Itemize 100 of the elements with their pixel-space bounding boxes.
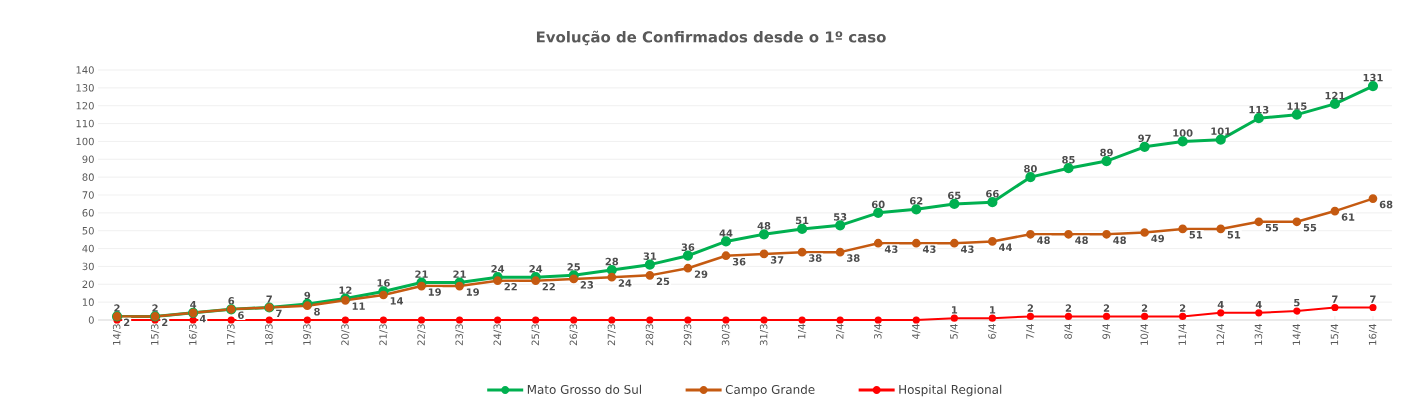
data-label: 55 bbox=[1265, 223, 1279, 232]
data-label: 2 bbox=[124, 318, 130, 327]
data-label: 14 bbox=[390, 297, 404, 305]
data-label: 68 bbox=[1379, 200, 1393, 209]
data-label: 2 bbox=[1179, 304, 1186, 312]
x-tick-label: 15/4 bbox=[1330, 324, 1339, 345]
y-tick-label: 20 bbox=[82, 280, 94, 289]
data-label: 2 bbox=[1027, 304, 1034, 312]
data-label: 24 bbox=[529, 265, 543, 273]
x-tick-label: 12/4 bbox=[1216, 324, 1225, 345]
data-label: 4 bbox=[199, 315, 206, 323]
data-label: 29 bbox=[694, 270, 708, 278]
data-label: 44 bbox=[999, 243, 1012, 251]
chart-title: Evolução de Confirmados desde o 1º caso bbox=[536, 30, 886, 46]
x-tick-label: 3/4 bbox=[874, 324, 883, 339]
data-label: 101 bbox=[1211, 127, 1231, 135]
data-label: 121 bbox=[1325, 91, 1345, 100]
data-label: 16 bbox=[377, 279, 390, 287]
data-label: 66 bbox=[986, 189, 999, 198]
data-label: 19 bbox=[466, 288, 479, 296]
data-label: 25 bbox=[656, 277, 670, 286]
data-label: 2 bbox=[1141, 304, 1148, 312]
x-tick-label: 28/3 bbox=[645, 324, 655, 346]
y-tick-label: 30 bbox=[82, 262, 94, 271]
x-tick-label: 6/4 bbox=[988, 324, 997, 339]
x-tick-label: 11/4 bbox=[1178, 324, 1187, 345]
data-label: 89 bbox=[1100, 148, 1113, 157]
x-tick-label: 2/4 bbox=[835, 324, 845, 339]
data-label: 61 bbox=[1341, 213, 1355, 221]
data-label: 24 bbox=[618, 279, 632, 287]
y-tick-label: 120 bbox=[76, 101, 94, 110]
x-tick-label: 13/4 bbox=[1254, 324, 1263, 345]
y-tick-label: 130 bbox=[76, 84, 94, 92]
data-label: 38 bbox=[808, 254, 822, 262]
x-tick-label: 1/4 bbox=[797, 324, 807, 339]
data-label: 36 bbox=[732, 257, 746, 266]
y-tick-label: 100 bbox=[76, 137, 94, 146]
data-label: 4 bbox=[1217, 300, 1224, 309]
data-label: 48 bbox=[757, 222, 771, 230]
x-tick-label: 27/3 bbox=[607, 324, 616, 346]
data-label: 62 bbox=[909, 197, 923, 205]
y-tick-label: 40 bbox=[82, 244, 94, 253]
y-tick-label: 90 bbox=[82, 155, 94, 164]
data-label: 8 bbox=[314, 307, 320, 316]
data-label: 48 bbox=[1037, 236, 1050, 245]
data-label: 115 bbox=[1287, 102, 1307, 110]
x-tick-label: 29/3 bbox=[683, 324, 693, 346]
data-label: 28 bbox=[605, 257, 619, 266]
y-tick-label: 140 bbox=[76, 66, 94, 74]
data-label: 2 bbox=[114, 304, 120, 312]
y-tick-label: 10 bbox=[82, 298, 94, 306]
x-tick-label: 15/3 bbox=[150, 324, 160, 345]
legend-label: Hospital Regional bbox=[899, 384, 1002, 397]
data-label: 21 bbox=[415, 270, 428, 278]
data-label: 9 bbox=[304, 291, 311, 300]
data-label: 7 bbox=[1370, 295, 1376, 303]
data-label: 49 bbox=[1151, 234, 1165, 243]
y-tick-label: 70 bbox=[82, 191, 94, 199]
data-label: 53 bbox=[833, 213, 847, 221]
x-tick-label: 31/3 bbox=[759, 324, 769, 346]
data-label: 36 bbox=[681, 243, 695, 252]
data-label: 2 bbox=[152, 304, 158, 312]
x-tick-label: 14/4 bbox=[1292, 324, 1301, 345]
data-label: 48 bbox=[1113, 236, 1126, 245]
data-label: 31 bbox=[643, 252, 657, 260]
data-label: 2 bbox=[1065, 304, 1072, 312]
data-label: 7 bbox=[266, 295, 272, 303]
x-tick-label: 10/4 bbox=[1140, 324, 1149, 345]
x-tick-label: 30/3 bbox=[721, 324, 731, 346]
data-label: 100 bbox=[1173, 129, 1193, 137]
data-label: 25 bbox=[567, 263, 580, 271]
y-tick-label: 80 bbox=[82, 173, 94, 181]
data-label: 48 bbox=[1075, 236, 1088, 245]
x-tick-label: 16/3 bbox=[188, 324, 198, 345]
legend-label: Mato Grosso do Sul bbox=[527, 384, 642, 394]
data-label: 2 bbox=[1103, 304, 1110, 312]
x-tick-label: 19/3 bbox=[303, 324, 312, 345]
data-label: 38 bbox=[847, 254, 860, 262]
data-label: 2 bbox=[162, 318, 168, 327]
x-tick-label: 25/3 bbox=[531, 324, 540, 346]
data-label: 4 bbox=[1255, 300, 1262, 309]
x-tick-label: 18/3 bbox=[265, 324, 274, 345]
data-label: 6 bbox=[238, 311, 244, 320]
x-tick-label: 26/3 bbox=[569, 324, 578, 346]
data-label: 43 bbox=[960, 245, 974, 253]
x-tick-label: 14/3 bbox=[112, 324, 122, 345]
data-label: 1 bbox=[951, 306, 958, 314]
x-tick-label: 24/3 bbox=[493, 324, 502, 346]
y-tick-label: 60 bbox=[82, 209, 94, 217]
data-label: 80 bbox=[1024, 164, 1037, 173]
data-label: 22 bbox=[504, 282, 517, 291]
x-tick-label: 16/4 bbox=[1368, 324, 1378, 345]
data-label: 131 bbox=[1363, 73, 1383, 82]
data-label: 5 bbox=[1294, 298, 1300, 307]
y-tick-label: 0 bbox=[88, 316, 94, 324]
data-label: 51 bbox=[795, 216, 809, 225]
data-label: 44 bbox=[719, 229, 733, 237]
x-tick-label: 23/3 bbox=[455, 324, 464, 346]
data-label: 51 bbox=[1227, 231, 1241, 239]
x-tick-label: 22/3 bbox=[417, 324, 426, 346]
